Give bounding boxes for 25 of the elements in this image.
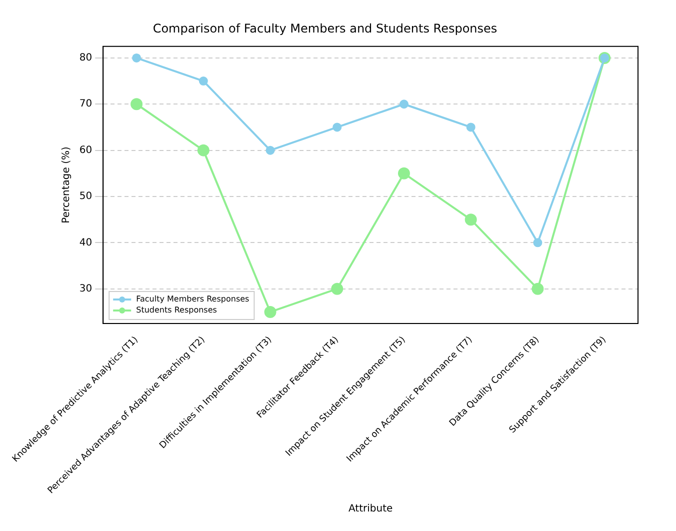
y-tick-label: 70 [79,98,92,110]
point [130,98,143,110]
point [132,53,142,62]
point [466,122,476,132]
y-tick-label: 80 [79,52,92,64]
legend-label: Students Responses [136,306,217,315]
y-tick-label: 40 [79,237,92,248]
point [464,214,477,226]
point [532,282,544,295]
point [266,146,275,155]
point [332,122,342,132]
y-tick-label: 50 [79,191,92,202]
legend-label: Faculty Members Responses [136,294,250,304]
y-tick-label: 60 [79,144,92,156]
point [331,282,344,295]
y-axis-title: Percentage (%) [60,146,72,224]
point [533,238,542,248]
y-tick-label: 30 [79,283,92,294]
point [264,306,276,318]
chart-title: Comparison of Faculty Members and Students Responses [152,21,498,36]
point [198,76,208,86]
point [399,100,408,109]
point [197,144,210,156]
point [398,167,410,180]
x-axis-title: Attribute [348,504,393,515]
